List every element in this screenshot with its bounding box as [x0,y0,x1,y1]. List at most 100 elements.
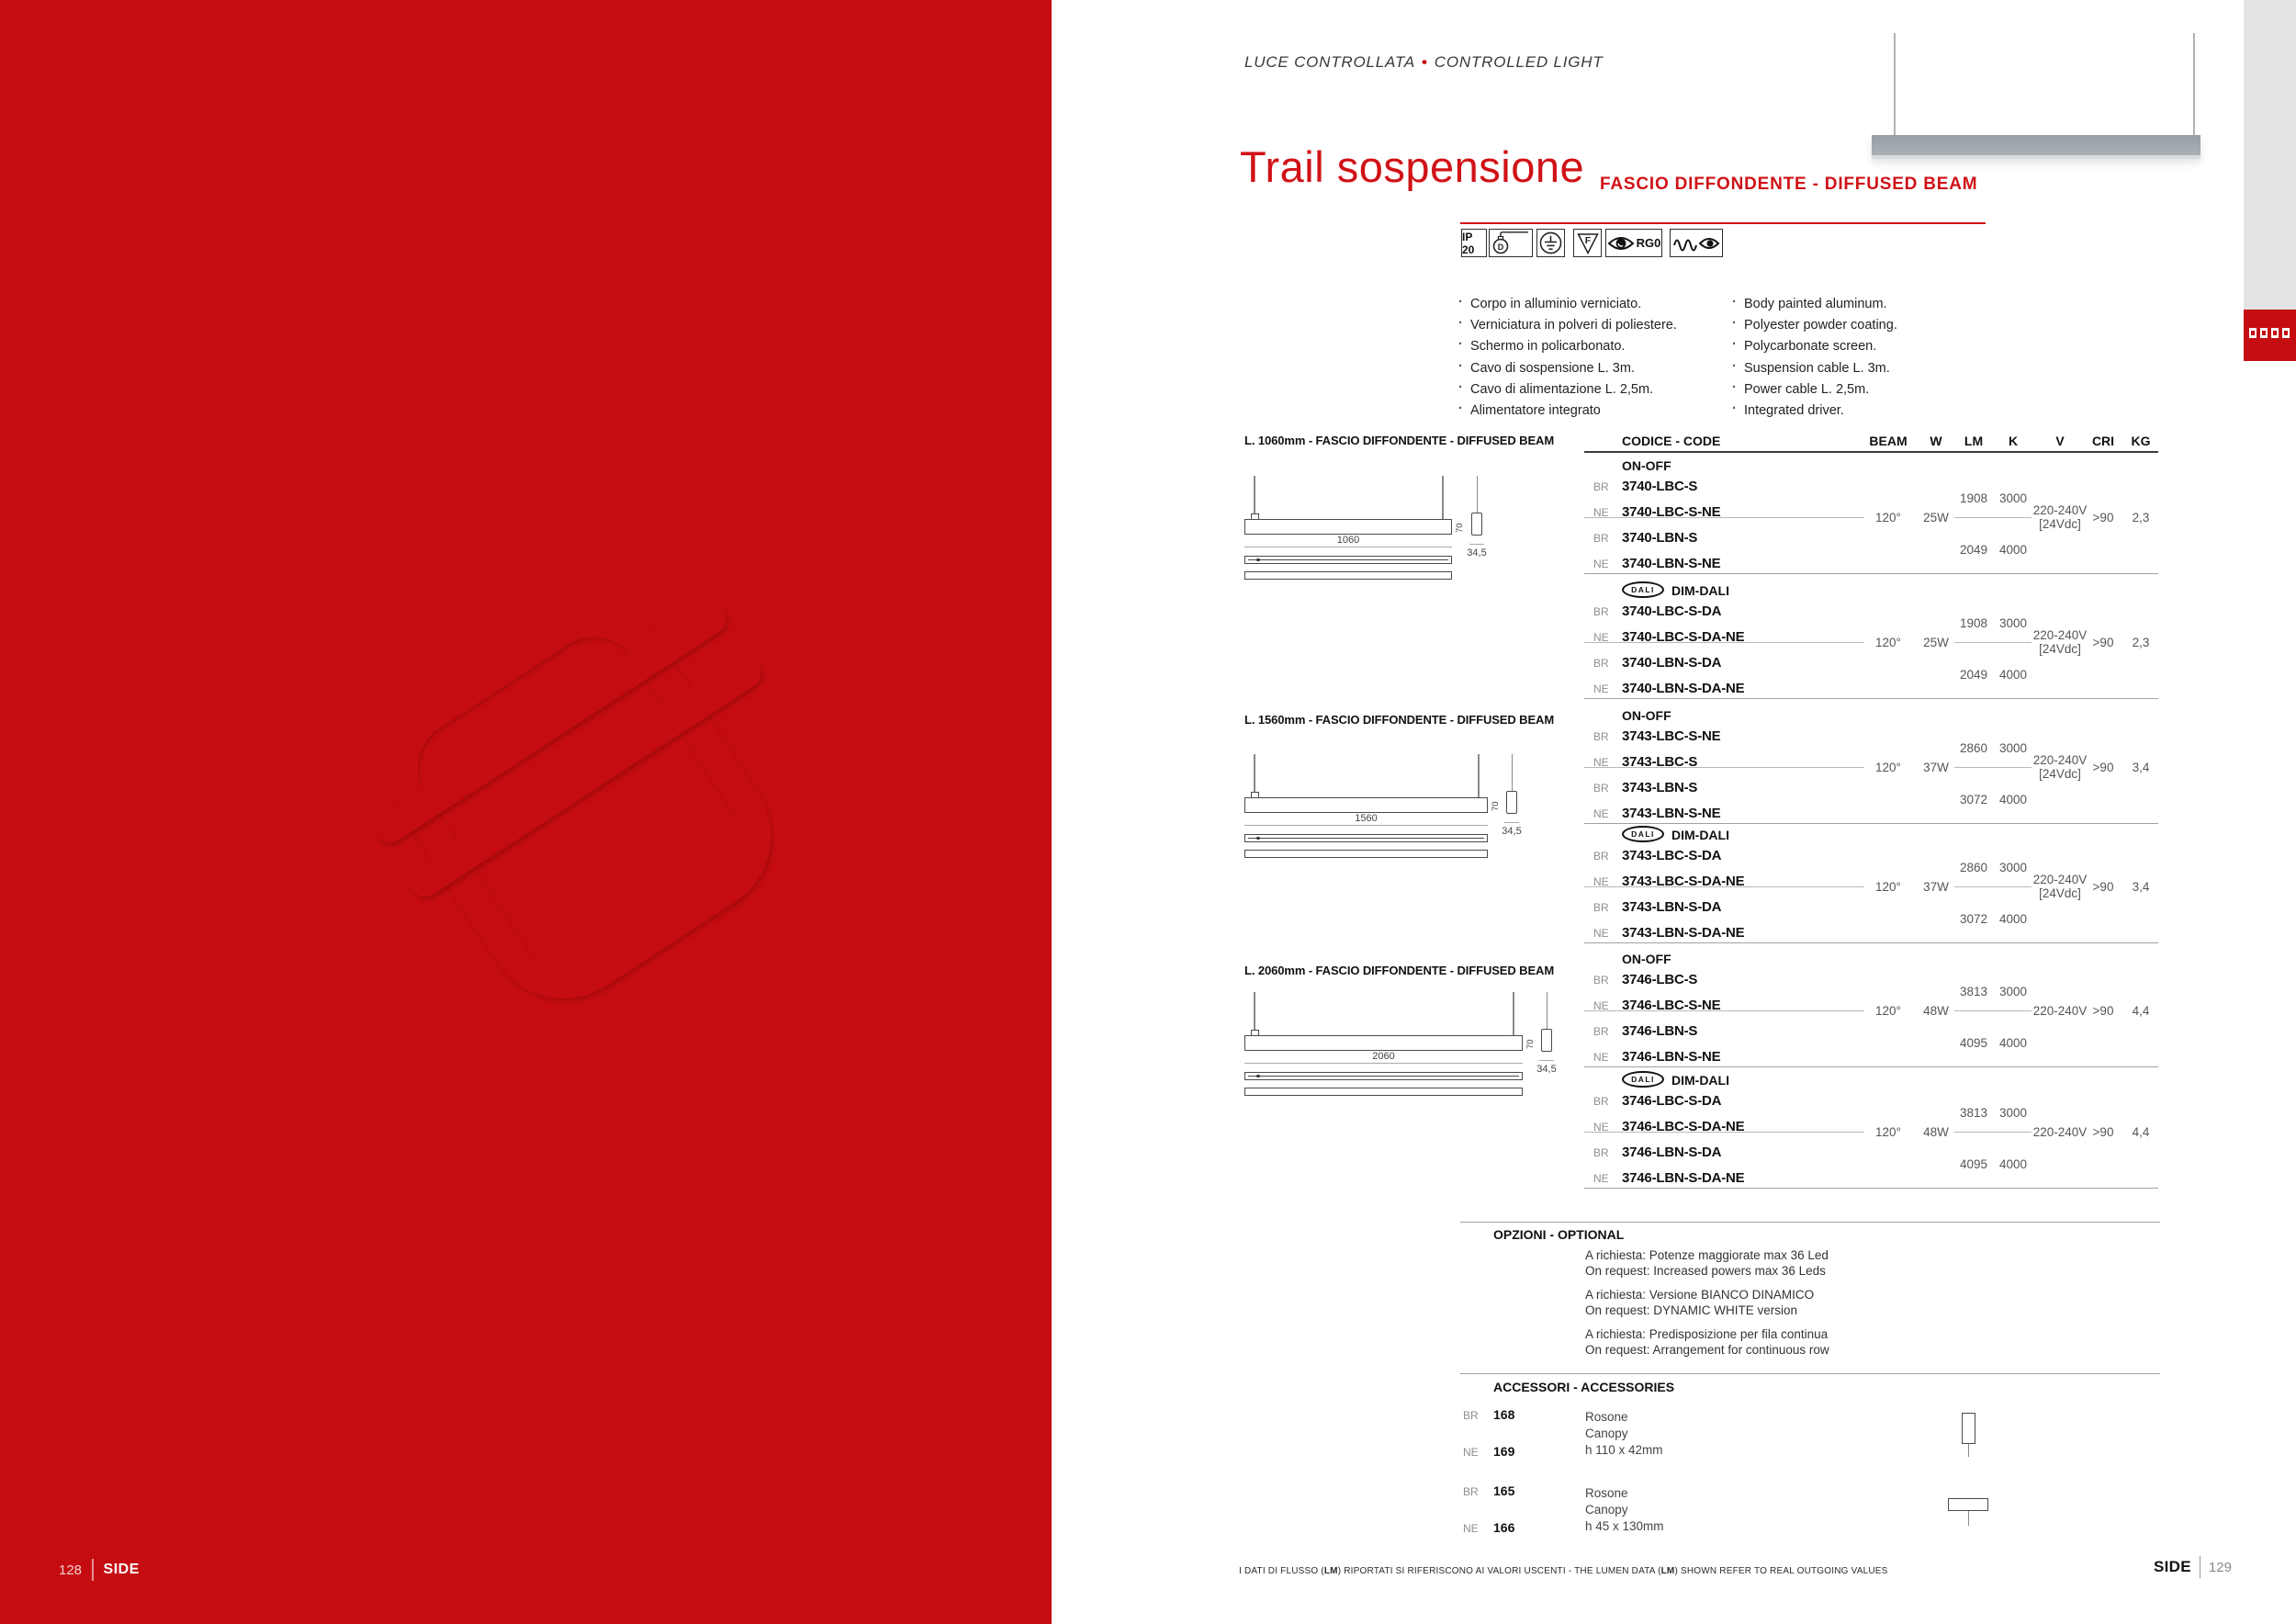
finish-label: BR [1593,1146,1609,1159]
product-code: 3743-LBN-S [1622,780,1698,795]
canopy-stem [1968,1444,1969,1457]
product-code: 3743-LBC-S-NE [1622,728,1721,744]
category-it: LUCE CONTROLLATA [1244,53,1415,71]
v-value: 220-240V [2032,1125,2088,1139]
table-header-rule [1584,451,2158,453]
feature-item-it: Verniciatura in polveri di poliestere. · [1458,316,1677,333]
drawing-dim-line [1504,822,1519,823]
feature-item-it: Corpo in alluminio verniciato. · [1458,295,1642,311]
product-code: 3746-LBC-S [1622,972,1698,987]
product-code: 3746-LBC-S-DA [1622,1093,1722,1109]
ip20-icon: IP 20 [1461,229,1487,257]
kg-value: 2,3 [2132,636,2150,649]
col-header-code: CODICE - CODE [1622,434,1721,448]
finish-label: BR [1593,901,1609,914]
w-value: 48W [1923,1125,1949,1139]
accessory-name-en: Canopy [1585,1427,1628,1440]
k-value: 4000 [1998,543,2028,557]
drawing-label: L. 1560mm - FASCIO DIFFONDENTE - DIFFUSE… [1244,713,1555,727]
feature-item-en: Polycarbonate screen. · [1732,337,1877,355]
drawing-cable [1476,476,1478,513]
product-code: 3743-LBC-S-DA [1622,848,1722,863]
drawing-height-dim: 70 [1491,801,1501,811]
left-page: 128 SIDE [0,0,1052,1624]
kg-value: 4,4 [2132,1004,2150,1018]
finish-label: BR [1593,782,1609,795]
product-code: 3740-LBN-S-DA [1622,655,1722,671]
bullet-icon: · [1458,316,1463,332]
left-page-number: 128 [59,1562,83,1578]
lm-value: 4095 [1959,1157,1988,1171]
col-header-lm: LM [1964,434,1984,448]
spec-line [1954,1132,2032,1133]
feature-item-it: Cavo di alimentazione L. 2,5m. · [1458,379,1654,397]
svg-text:D: D [1498,242,1504,252]
bullet-icon: · [1458,358,1463,374]
finish-label: BR [1593,730,1609,743]
options-title: OPZIONI - OPTIONAL [1493,1227,1625,1242]
beam-value: 120° [1875,511,1901,524]
lm-value: 3813 [1959,1106,1988,1120]
drawing-height-dim: 70 [1525,1039,1536,1049]
kg-value: 3,4 [2132,761,2150,774]
product-photo-cable [1894,33,1896,137]
footnote-lm: LM [1660,1566,1675,1576]
drawing-plan-line [1248,838,1484,840]
cri-value: >90 [2092,880,2114,894]
brand-logo-watermark [316,506,860,1055]
right-page-number: 129 [2208,1559,2232,1575]
product-title: Trail sospensione [1240,142,1585,191]
drawing-depth-dim: 34,5 [1467,547,1487,558]
product-subtitle: FASCIO DIFFONDENTE - DIFFUSED BEAM [1600,175,1978,194]
finish-label: NE [1593,682,1609,695]
drawing-cable [1513,992,1514,1035]
spec-line [1954,642,2032,643]
drawing-length-dim: 1560 [1355,813,1378,824]
product-code: 3740-LBC-S [1622,479,1698,494]
col-header-kg: KG [2131,434,2151,448]
tab-square-icon [2271,328,2279,338]
feature-item-en: Suspension cable L. 3m. · [1732,358,1890,376]
beam-value: 120° [1875,761,1901,774]
drawing-dim-line [1244,1063,1523,1064]
finish-label: NE [1593,756,1609,769]
section-header-onoff: ON-OFF [1622,952,1671,966]
product-code: 3740-LBN-S-DA-NE [1622,681,1745,696]
drawing-front-view [1244,1035,1523,1051]
lm-value: 2049 [1959,543,1988,557]
finish-label: NE [1593,807,1609,820]
spec-line [1584,642,1864,643]
ip20-label: IP 20 [1462,230,1475,256]
col-header-w: W [1930,434,1942,448]
finish-label: NE [1593,1172,1609,1185]
option-item: A richiesta: Predisposizione per fila co… [1585,1326,1829,1358]
option-it: A richiesta: Potenze maggiorate max 36 L… [1585,1248,1829,1262]
footnote-text: ) SHOWN REFER TO REAL OUTGOING VALUES [1674,1566,1888,1576]
accessory-name-it: Rosone [1585,1486,1628,1500]
suspension-icon: D [1489,229,1533,257]
k-value: 4000 [1998,1036,2028,1050]
product-code: 3746-LBN-S-NE [1622,1049,1721,1065]
kg-value: 4,4 [2132,1125,2150,1139]
dali-logo: DALI [1622,581,1664,598]
footnote-text: I DATI DI FLUSSO ( [1239,1566,1324,1576]
lm-value: 2860 [1959,861,1988,874]
v-line1: 220-240V [2032,873,2088,886]
accessory-description: Rosone Canopy h 45 x 130mm [1585,1485,1664,1535]
product-code: 3746-LBC-S-DA-NE [1622,1119,1745,1134]
k-value: 3000 [1998,616,2028,630]
k-value: 3000 [1998,741,2028,755]
feature-item-en: Polyester powder coating. · [1732,316,1897,333]
drawing-depth-dim: 34,5 [1536,1064,1557,1075]
drawing-label: L. 2060mm - FASCIO DIFFONDENTE - DIFFUSE… [1244,964,1555,977]
w-value: 25W [1923,636,1949,649]
bullet-icon: · [1732,295,1737,310]
col-header-cri: CRI [2091,434,2115,448]
k-value: 4000 [1998,668,2028,682]
drawing-cable [1511,754,1513,791]
accessory-code: 166 [1493,1520,1515,1535]
cri-value: >90 [2092,761,2114,774]
beam-value: 120° [1875,636,1901,649]
v-line2: [24Vdc] [2039,642,2081,656]
accessory-size: h 45 x 130mm [1585,1519,1664,1533]
